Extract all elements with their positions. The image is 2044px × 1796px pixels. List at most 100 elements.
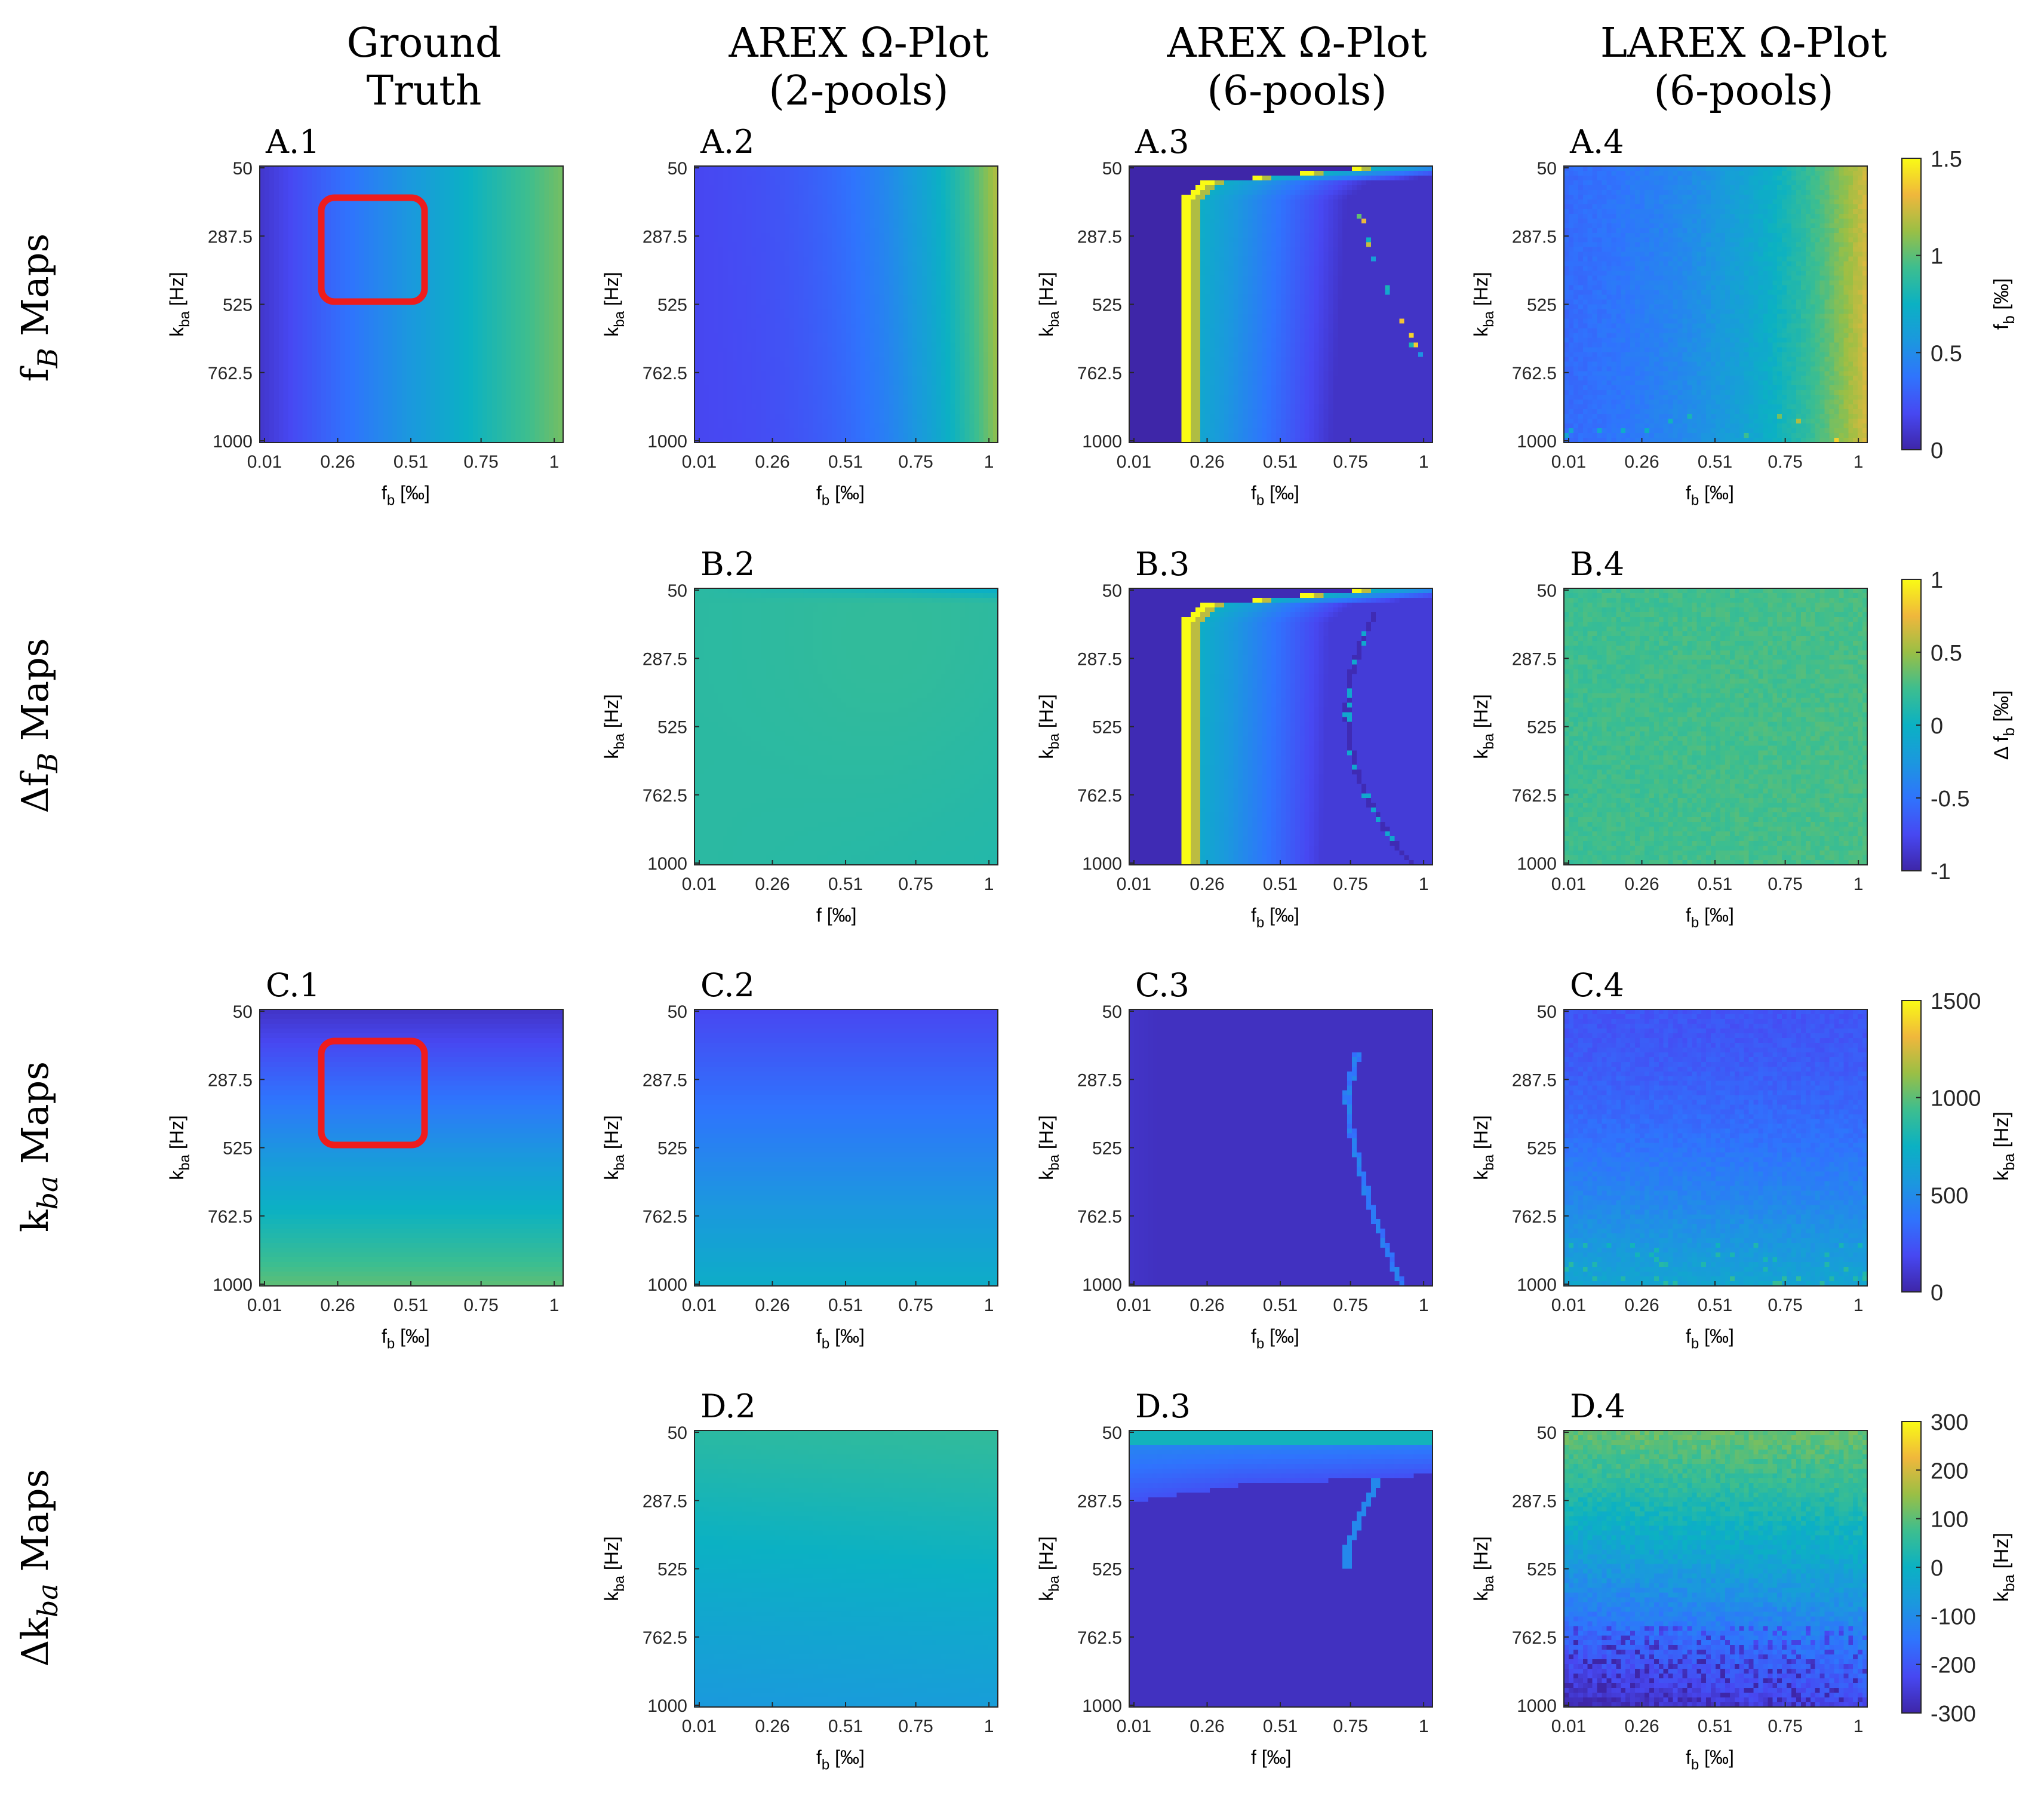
heatmap-cell bbox=[473, 414, 478, 419]
heatmap-cell bbox=[549, 266, 554, 272]
heatmap-cell bbox=[321, 318, 327, 324]
heatmap-cell bbox=[430, 342, 436, 348]
heatmap-cell bbox=[520, 366, 526, 372]
heatmap-cell bbox=[368, 371, 374, 376]
heatmap-cell bbox=[539, 438, 545, 443]
heatmap-cell bbox=[336, 275, 341, 281]
heatmap-cell bbox=[955, 180, 961, 186]
heatmap-cell bbox=[511, 400, 517, 405]
heatmap-cell bbox=[544, 333, 549, 338]
heatmap-cell bbox=[373, 275, 379, 281]
heatmap-cell bbox=[288, 166, 294, 171]
heatmap-cell bbox=[364, 251, 370, 257]
heatmap-cell bbox=[331, 275, 336, 281]
heatmap-cell bbox=[454, 385, 459, 391]
heatmap-cell bbox=[766, 170, 771, 176]
heatmap-cell bbox=[534, 247, 540, 253]
heatmap-cell bbox=[331, 180, 336, 186]
heatmap-cell bbox=[501, 314, 507, 320]
heatmap-cell bbox=[392, 314, 398, 320]
heatmap-cell bbox=[794, 199, 800, 205]
heatmap-cell bbox=[383, 371, 388, 376]
heatmap-cell bbox=[373, 357, 379, 362]
heatmap-cell bbox=[969, 232, 975, 238]
heatmap-cell bbox=[364, 347, 370, 352]
heatmap-cell bbox=[293, 261, 299, 267]
heatmap-cell bbox=[746, 242, 752, 248]
heatmap-cell bbox=[364, 414, 370, 419]
heatmap-cell bbox=[388, 400, 393, 405]
heatmap-cell bbox=[554, 166, 559, 171]
heatmap-cell bbox=[869, 218, 875, 224]
heatmap-cell bbox=[283, 185, 289, 191]
heatmap-cell bbox=[703, 208, 709, 214]
heatmap-cell bbox=[699, 251, 705, 257]
heatmap-cell bbox=[459, 318, 464, 324]
heatmap-cell bbox=[926, 247, 932, 253]
heatmap-cell bbox=[770, 166, 776, 171]
heatmap-cell bbox=[520, 299, 526, 305]
heatmap-cell bbox=[364, 228, 370, 234]
heatmap-cell bbox=[273, 357, 279, 362]
heatmap-cell bbox=[515, 337, 521, 343]
heatmap-cell bbox=[354, 414, 360, 419]
heatmap-cell bbox=[439, 232, 445, 238]
heatmap-cell bbox=[378, 228, 383, 234]
heatmap-cell bbox=[558, 309, 564, 315]
heatmap-cell bbox=[487, 285, 493, 291]
heatmap-cell bbox=[558, 199, 564, 205]
heatmap-cell bbox=[459, 275, 464, 281]
heatmap-cell bbox=[766, 166, 771, 171]
heatmap-cell bbox=[283, 366, 289, 372]
heatmap-cell bbox=[302, 180, 308, 186]
heatmap-cell bbox=[326, 333, 331, 338]
heatmap-cell bbox=[544, 414, 549, 419]
heatmap-cell bbox=[549, 170, 554, 176]
heatmap-cell bbox=[837, 242, 842, 248]
heatmap-cell bbox=[359, 323, 365, 329]
heatmap-cell bbox=[889, 185, 894, 191]
heatmap-cell bbox=[359, 208, 365, 214]
heatmap-cell bbox=[727, 204, 733, 210]
heatmap-cell bbox=[515, 290, 521, 296]
heatmap-cell bbox=[278, 299, 284, 305]
heatmap-cell bbox=[411, 185, 417, 191]
heatmap-cell bbox=[368, 213, 374, 219]
heatmap-cell bbox=[407, 232, 412, 238]
heatmap-cell bbox=[354, 271, 360, 277]
heatmap-cell bbox=[373, 323, 379, 329]
heatmap-cell bbox=[841, 232, 847, 238]
heatmap-cell bbox=[713, 208, 719, 214]
heatmap-cell bbox=[416, 261, 422, 267]
heatmap-cell bbox=[554, 433, 559, 438]
heatmap-cell bbox=[444, 237, 450, 243]
heatmap-cell bbox=[554, 309, 559, 315]
heatmap-cell bbox=[392, 414, 398, 419]
heatmap-cell bbox=[316, 337, 322, 343]
heatmap-cell bbox=[766, 256, 771, 262]
heatmap-cell bbox=[713, 185, 719, 191]
column-title-2: AREX Ω-Plot(2-pools) bbox=[728, 20, 988, 115]
heatmap-cell bbox=[794, 170, 800, 176]
heatmap-cell bbox=[273, 228, 279, 234]
heatmap-cell bbox=[359, 280, 365, 286]
heatmap-cell bbox=[865, 166, 871, 171]
heatmap-cell bbox=[558, 342, 564, 348]
heatmap-cell bbox=[454, 361, 459, 367]
heatmap-cell bbox=[297, 318, 303, 324]
heatmap-cell bbox=[945, 204, 951, 210]
heatmap-cell bbox=[340, 414, 346, 419]
heatmap-cell bbox=[520, 438, 526, 443]
heatmap-cell bbox=[435, 223, 441, 229]
heatmap-cell bbox=[549, 428, 554, 434]
heatmap-cell bbox=[407, 304, 412, 310]
heatmap-cell bbox=[420, 185, 426, 191]
heatmap-cell bbox=[926, 242, 932, 248]
heatmap-cell bbox=[463, 213, 469, 219]
heatmap-cell bbox=[430, 213, 436, 219]
heatmap-cell bbox=[964, 213, 970, 219]
heatmap-cell bbox=[558, 175, 564, 181]
heatmap-cell bbox=[293, 189, 299, 195]
heatmap-cell bbox=[903, 204, 908, 210]
heatmap-cell bbox=[444, 204, 450, 210]
